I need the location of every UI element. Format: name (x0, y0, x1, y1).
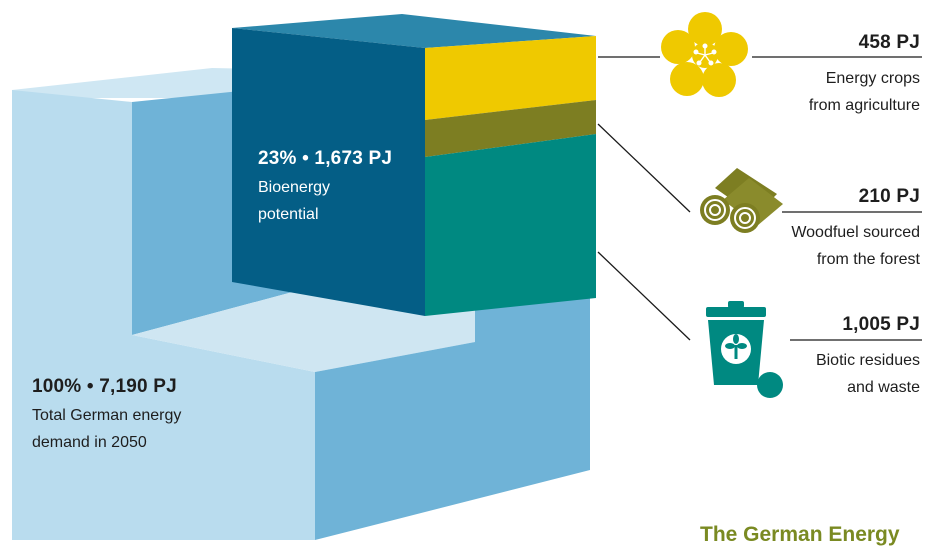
flower-icon (661, 12, 748, 97)
energy-crops-value: 458 PJ (858, 32, 920, 53)
bio-front-face (232, 28, 425, 316)
connector-biotic (597, 251, 691, 341)
demand-value-label: 100% • 7,190 PJ (32, 376, 177, 397)
demand-front-face (12, 90, 315, 540)
bio-top-face (232, 14, 596, 48)
bioenergy-cube (232, 14, 596, 316)
connector-lines (597, 56, 922, 341)
segment-biotic-residues (425, 134, 596, 316)
bioenergy-description-line2: potential (258, 206, 319, 223)
connector-woodfuel (597, 123, 691, 213)
biotic-residues-label-line2: and waste (847, 379, 920, 396)
demand-inner-floor (132, 290, 475, 372)
organic-waste-bin-icon (706, 301, 783, 398)
segment-woodfuel (425, 100, 596, 157)
biotic-residues-value: 1,005 PJ (842, 314, 920, 335)
energy-crops-label-line1: Energy crops (825, 70, 920, 87)
segment-energy-crops (425, 36, 596, 120)
brand-footer-text: The German Energy (700, 523, 900, 546)
woodfuel-value: 210 PJ (858, 186, 920, 207)
woodfuel-label-line1: Woodfuel sourced (791, 224, 920, 241)
logs-icon (700, 168, 783, 233)
woodfuel-label-line2: from the forest (816, 251, 920, 268)
bioenergy-value-label: 23% • 1,673 PJ (258, 148, 393, 169)
demand-description-line1: Total German energy (32, 407, 182, 424)
demand-right-face (315, 285, 590, 540)
biotic-residues-label-line1: Biotic residues (815, 352, 920, 369)
bioenergy-description-line1: Bioenergy (258, 179, 331, 196)
energy-crops-label-line2: from agriculture (808, 97, 920, 114)
demand-description-line2: demand in 2050 (32, 434, 147, 451)
